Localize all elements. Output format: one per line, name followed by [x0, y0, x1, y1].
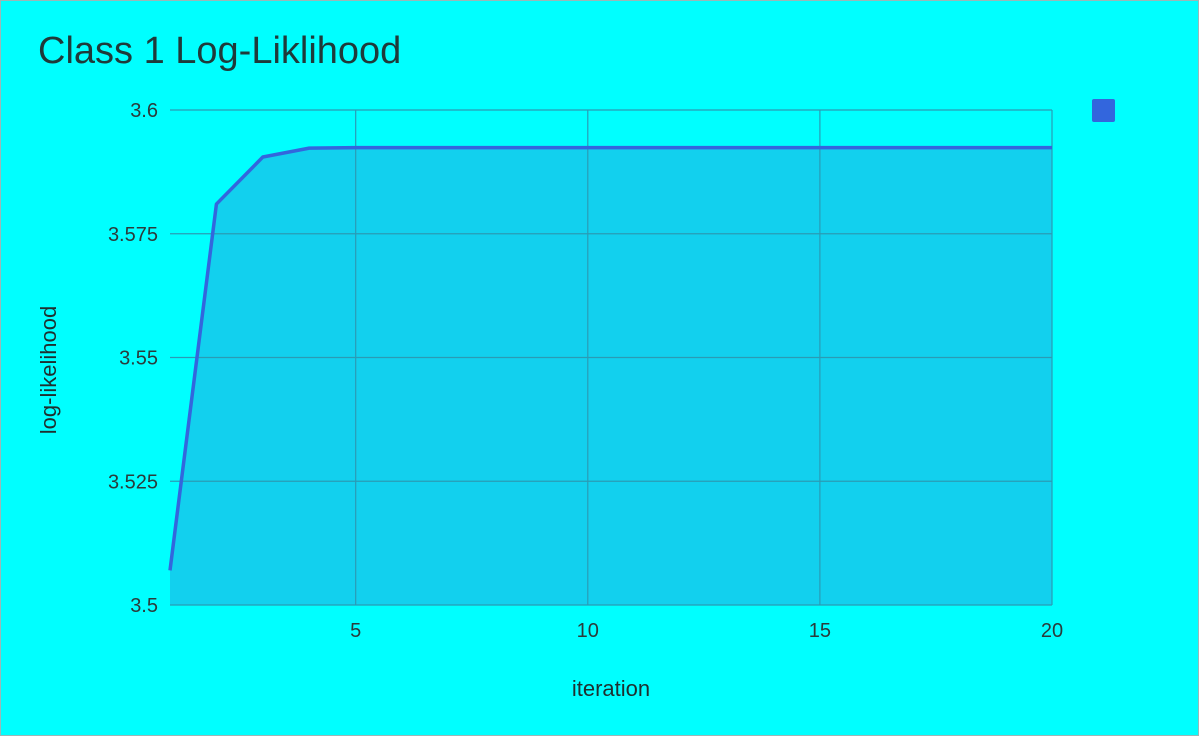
- x-tick-label: 10: [577, 620, 599, 642]
- y-tick-label: 3.5: [130, 595, 158, 617]
- y-axis-label: log-likelihood: [36, 306, 61, 434]
- y-tick-label: 3.525: [108, 471, 158, 493]
- x-tick-label: 15: [809, 620, 831, 642]
- x-axis-label: iteration: [572, 676, 650, 701]
- chart-title: Class 1 Log-Liklihood: [38, 30, 402, 72]
- y-tick-label: 3.55: [119, 348, 158, 370]
- series-area: [170, 147, 1052, 605]
- y-tick-label: 3.6: [130, 100, 158, 122]
- x-tick-label: 5: [350, 620, 361, 642]
- y-tick-label: 3.575: [108, 224, 158, 246]
- legend-swatch: [1092, 99, 1115, 122]
- series-line: [168, 145, 1052, 571]
- x-tick-label: 20: [1041, 620, 1063, 642]
